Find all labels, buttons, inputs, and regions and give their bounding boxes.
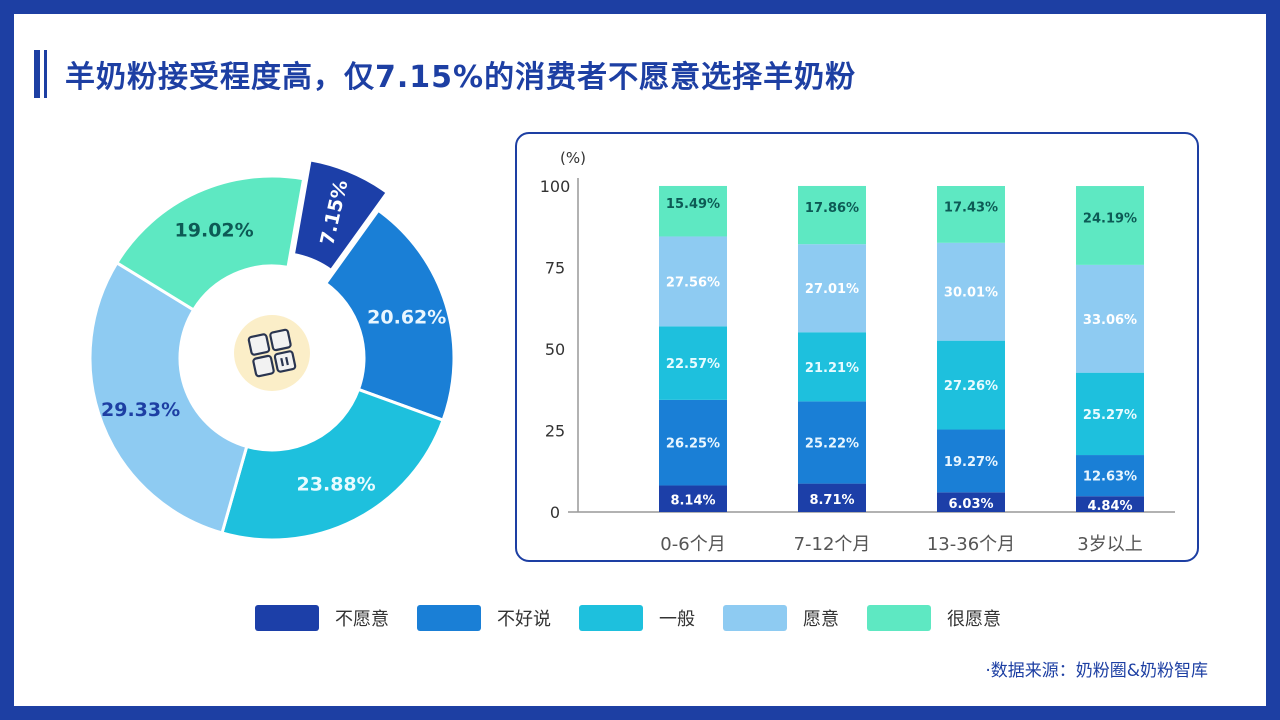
legend-item: 不愿意 (255, 605, 389, 631)
donut-slice-不好说 (323, 208, 456, 423)
title-accent (44, 50, 47, 98)
legend-item: 一般 (579, 605, 695, 631)
legend-label: 一般 (659, 609, 695, 630)
bar-segment-愿意 (798, 244, 866, 333)
x-tick-label: 0-6个月 (660, 534, 725, 555)
title-accent (34, 50, 40, 98)
legend-label: 不愿意 (335, 609, 389, 630)
donut-slice-愿意 (88, 260, 249, 535)
bar-segment-不愿意 (798, 483, 866, 512)
x-tick-label: 3岁以上 (1077, 534, 1142, 555)
bar-segment-很愿意 (659, 185, 727, 237)
donut-label: 20.62% (367, 306, 446, 328)
bar-value-label: 17.86% (805, 201, 859, 216)
center-icon-bg (234, 315, 310, 391)
legend-swatch (579, 605, 643, 631)
bar-segment-不好说 (798, 401, 866, 484)
bar-value-label: 33.06% (1083, 313, 1137, 328)
bar-chart-frame (515, 132, 1199, 562)
bar-value-label: 27.56% (666, 275, 720, 290)
bar-value-label: 25.22% (805, 436, 859, 451)
donut-label: 23.88% (297, 474, 376, 496)
x-tick-label: 7-12个月 (794, 534, 871, 555)
x-tick-label: 13-36个月 (927, 534, 1015, 555)
bar-segment-愿意 (659, 236, 727, 327)
donut-slice-一般 (220, 387, 445, 542)
y-tick-label: 0 (550, 503, 560, 522)
legend-item: 愿意 (723, 605, 839, 631)
bar-segment-很愿意 (1076, 186, 1144, 265)
legend-swatch (867, 605, 931, 631)
bar-value-label: 27.26% (944, 379, 998, 394)
y-axis-label: (%) (560, 149, 586, 167)
bar-segment-一般 (798, 332, 866, 402)
bar-value-label: 24.19% (1083, 211, 1137, 226)
bar-value-label: 27.01% (805, 282, 859, 297)
legend-label: 不好说 (497, 609, 551, 630)
bar-segment-一般 (937, 340, 1005, 430)
bar-segment-一般 (659, 326, 727, 400)
bar-segment-愿意 (937, 242, 1005, 341)
legend-item: 很愿意 (867, 605, 1001, 631)
bar-segment-很愿意 (937, 186, 1005, 243)
bar-segment-不愿意 (937, 492, 1005, 512)
bar-value-label: 8.14% (670, 494, 715, 509)
grid-blocks-icon (247, 328, 297, 378)
bar-segment-很愿意 (798, 185, 866, 245)
donut-label: 29.33% (101, 399, 180, 421)
bar-value-label: 12.63% (1083, 470, 1137, 485)
legend-label: 愿意 (803, 609, 839, 630)
legend-swatch (417, 605, 481, 631)
y-tick-label: 75 (545, 259, 565, 278)
legend-swatch (255, 605, 319, 631)
bar-value-label: 21.21% (805, 361, 859, 376)
bar-segment-不好说 (659, 399, 727, 486)
bar-value-label: 8.71% (809, 493, 854, 508)
bar-value-label: 26.25% (666, 437, 720, 452)
y-tick-label: 50 (545, 340, 565, 359)
bar-segment-不好说 (937, 429, 1005, 493)
source-note: ·数据来源：奶粉圈&奶粉智库 (985, 661, 1208, 681)
stacked-bar-chart: (%) 0 25 50 75 100 8.14% 26.25% 22.57% 27.56% 15.4… (540, 149, 1175, 555)
bar-value-label: 19.27% (944, 455, 998, 470)
legend-item: 不好说 (417, 605, 551, 631)
donut-slice-不愿意 (291, 158, 390, 273)
page (14, 14, 1266, 706)
page-title: 羊奶粉接受程度高，仅7.15%的消费者不愿意选择羊奶粉 (65, 60, 857, 95)
y-tick-label: 25 (545, 422, 565, 441)
bar-value-label: 17.43% (944, 200, 998, 215)
donut-slice-很愿意 (114, 174, 306, 312)
bar-segment-不愿意 (1076, 496, 1144, 512)
bar-segment-一般 (1076, 372, 1144, 456)
bar-value-label: 22.57% (666, 357, 720, 372)
legend: 不愿意 不好说 一般 愿意 很愿意 (255, 605, 1029, 631)
y-tick-label: 100 (540, 177, 571, 196)
bar-value-label: 4.84% (1087, 499, 1132, 514)
bar-value-label: 15.49% (666, 197, 720, 212)
bar-value-label: 6.03% (948, 497, 993, 512)
bar-segment-不愿意 (659, 485, 727, 512)
title-bar: 羊奶粉接受程度高，仅7.15%的消费者不愿意选择羊奶粉 (34, 50, 856, 98)
bar-segment-愿意 (1076, 264, 1144, 373)
donut-chart: 7.15%20.62%23.88%29.33%19.02% (88, 158, 456, 542)
bar-value-label: 30.01% (944, 286, 998, 301)
donut-label: 19.02% (175, 219, 254, 241)
bar-segment-不好说 (1076, 455, 1144, 497)
legend-label: 很愿意 (947, 609, 1001, 630)
legend-swatch (723, 605, 787, 631)
bar-value-label: 25.27% (1083, 408, 1137, 423)
